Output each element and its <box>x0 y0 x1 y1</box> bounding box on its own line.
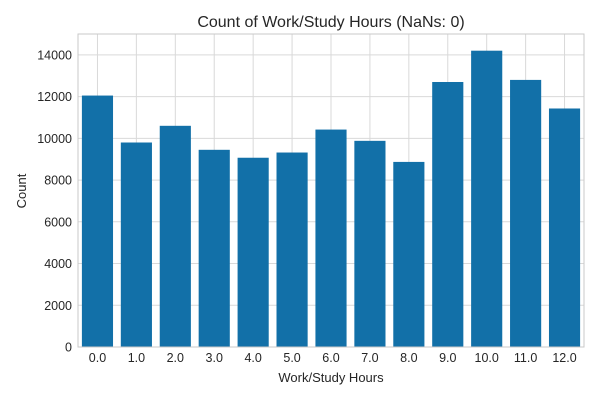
x-tick-label: 2.0 <box>167 351 184 365</box>
chart-title: Count of Work/Study Hours (NaNs: 0) <box>197 14 464 31</box>
bar-7.0 <box>354 140 386 347</box>
y-tick-label: 12000 <box>37 90 72 104</box>
x-tick-label: 4.0 <box>244 351 261 365</box>
bar-8.0 <box>393 161 425 347</box>
bar-12.0 <box>548 108 581 347</box>
x-tick-label: 8.0 <box>400 351 417 365</box>
bar-9.0 <box>432 81 464 347</box>
y-tick-label: 6000 <box>44 215 72 229</box>
x-tick-label: 9.0 <box>439 351 456 365</box>
x-tick-label: 5.0 <box>283 351 300 365</box>
x-tick-label: 6.0 <box>322 351 339 365</box>
y-tick-label: 2000 <box>44 299 72 313</box>
bar-11.0 <box>510 79 542 347</box>
bars <box>81 50 581 348</box>
y-tick-label: 14000 <box>37 48 72 62</box>
bar-2.0 <box>159 125 191 348</box>
bar-10.0 <box>471 50 503 348</box>
x-tick-label: 0.0 <box>89 351 106 365</box>
y-tick-labels: 0 2000 4000 6000 8000 10000 12000 14000 <box>37 48 72 354</box>
y-tick-label: 8000 <box>44 174 72 188</box>
bar-5.0 <box>276 152 308 347</box>
bar-0.0 <box>81 95 114 347</box>
y-axis-label: Count <box>14 173 29 208</box>
x-tick-label: 12.0 <box>552 351 576 365</box>
x-tick-label: 1.0 <box>128 351 145 365</box>
x-tick-label: 11.0 <box>514 351 537 365</box>
x-axis-label: Work/Study Hours <box>278 370 384 385</box>
y-tick-label: 4000 <box>44 257 72 271</box>
y-tick-label: 0 <box>65 341 72 355</box>
bar-4.0 <box>237 157 269 347</box>
plot-frame <box>77 33 585 348</box>
bar-3.0 <box>198 149 230 347</box>
x-tick-labels: 0.0 1.0 2.0 3.0 4.0 5.0 6.0 7.0 8.0 9.0 10.0 11.0 12… <box>89 351 577 365</box>
x-tick-label: 7.0 <box>361 351 378 365</box>
x-tick-label: 3.0 <box>206 351 223 365</box>
x-tick-label: 10.0 <box>475 351 499 365</box>
bar-6.0 <box>315 129 347 347</box>
y-tick-label: 10000 <box>37 132 72 146</box>
bar-1.0 <box>120 142 152 347</box>
